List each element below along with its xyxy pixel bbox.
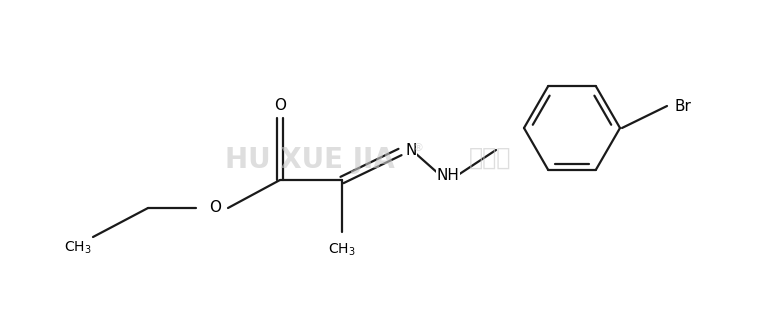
Text: 华学加: 华学加 bbox=[469, 146, 511, 170]
Text: N: N bbox=[405, 142, 416, 157]
Text: O: O bbox=[274, 98, 286, 113]
Text: O: O bbox=[209, 201, 221, 215]
Text: HU XUE JIA: HU XUE JIA bbox=[225, 146, 394, 174]
Text: Br: Br bbox=[674, 99, 691, 114]
Text: ®: ® bbox=[412, 143, 424, 153]
Text: NH: NH bbox=[436, 167, 459, 182]
Text: CH$_3$: CH$_3$ bbox=[64, 240, 92, 256]
Text: CH$_3$: CH$_3$ bbox=[328, 242, 356, 258]
